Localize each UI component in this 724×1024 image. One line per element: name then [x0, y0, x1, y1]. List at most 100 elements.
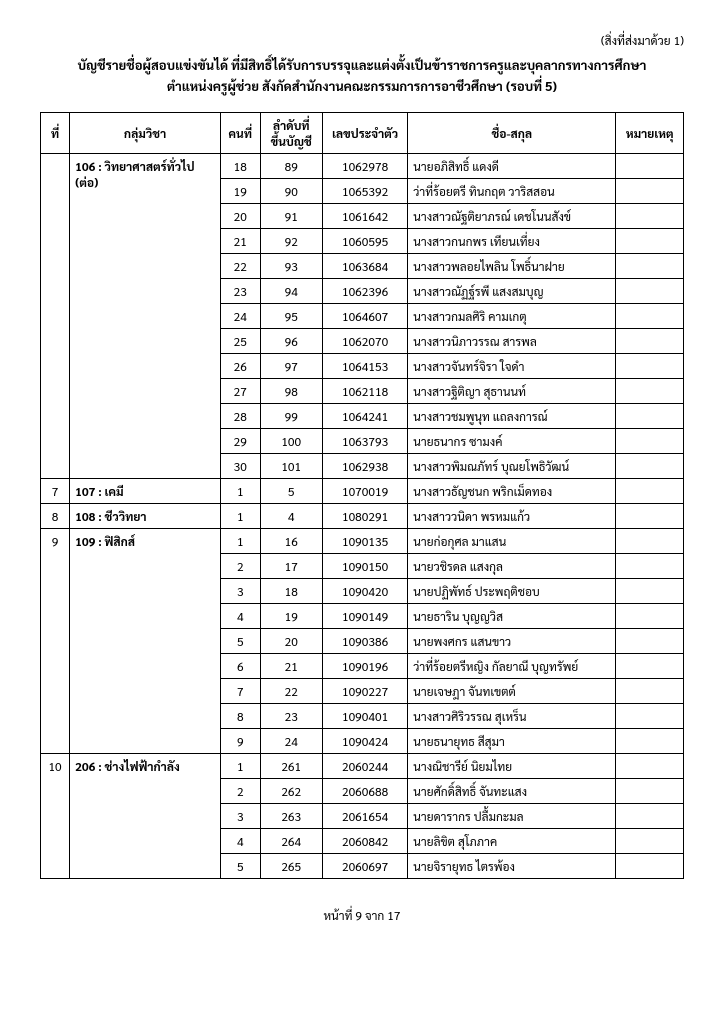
col-name: ชื่อ-สกุล [408, 112, 616, 153]
cell-rank: 4 [260, 503, 322, 528]
cell-rank: 264 [260, 828, 322, 853]
cell-n: 2 [220, 553, 260, 578]
cell-id: 1090227 [322, 678, 407, 703]
table-row: 106 : วิทยาศาสตร์ทั่วไป(ต่อ)18891062978น… [41, 153, 684, 178]
cell-name: นายธาริน บุญญวิส [408, 603, 616, 628]
cell-name: นางสาววนิดา พรหมแก้ว [408, 503, 616, 528]
cell-note [616, 278, 684, 303]
cell-rank: 95 [260, 303, 322, 328]
cell-n: 1 [220, 528, 260, 553]
cell-note [616, 778, 684, 803]
cell-n: 5 [220, 853, 260, 878]
cell-rank: 22 [260, 678, 322, 703]
col-note: หมายเหตุ [616, 112, 684, 153]
cell-id: 1063793 [322, 428, 407, 453]
cell-id: 1062396 [322, 278, 407, 303]
cell-id: 1090401 [322, 703, 407, 728]
page-footer: หน้าที่ 9 จาก 17 [40, 907, 684, 923]
cell-id: 1064241 [322, 403, 407, 428]
cell-id: 2061654 [322, 803, 407, 828]
cell-name: นางสาวนิภาวรรณ สารพล [408, 328, 616, 353]
cell-n: 4 [220, 828, 260, 853]
cell-id: 1080291 [322, 503, 407, 528]
cell-n: 22 [220, 253, 260, 278]
cell-id: 1090196 [322, 653, 407, 678]
group-index: 10 [41, 753, 70, 878]
cell-note [616, 703, 684, 728]
cell-n: 8 [220, 703, 260, 728]
group-index: 7 [41, 478, 70, 503]
cell-id: 1063684 [322, 253, 407, 278]
cell-rank: 89 [260, 153, 322, 178]
cell-n: 19 [220, 178, 260, 203]
cell-rank: 5 [260, 478, 322, 503]
cell-note [616, 453, 684, 478]
group-index [41, 153, 70, 478]
cell-name: ว่าที่ร้อยตรี ทินกฤต วาริสสอน [408, 178, 616, 203]
cell-note [616, 803, 684, 828]
title-line-2: ตำแหน่งครูผู้ช่วย สังกัดสำนักงานคณะกรรมก… [40, 77, 684, 98]
cell-name: นางสาวณัฐติยาภรณ์ เดชโนนสังข์ [408, 203, 616, 228]
cell-rank: 96 [260, 328, 322, 353]
cell-note [616, 153, 684, 178]
cell-rank: 18 [260, 578, 322, 603]
cell-note [616, 403, 684, 428]
cell-rank: 17 [260, 553, 322, 578]
cell-rank: 90 [260, 178, 322, 203]
cell-rank: 92 [260, 228, 322, 253]
cell-n: 1 [220, 503, 260, 528]
cell-rank: 261 [260, 753, 322, 778]
group-index: 9 [41, 528, 70, 753]
cell-rank: 262 [260, 778, 322, 803]
cell-note [616, 628, 684, 653]
cell-id: 1090135 [322, 528, 407, 553]
cell-note [616, 828, 684, 853]
cell-note [616, 553, 684, 578]
cell-rank: 265 [260, 853, 322, 878]
cell-name: นางสาวจันทร์จิรา ใจดำ [408, 353, 616, 378]
cell-rank: 20 [260, 628, 322, 653]
cell-note [616, 378, 684, 403]
cell-id: 1065392 [322, 178, 407, 203]
cell-note [616, 753, 684, 778]
col-group: กลุ่มวิชา [70, 112, 221, 153]
cell-id: 1064153 [322, 353, 407, 378]
cell-rank: 94 [260, 278, 322, 303]
cell-id: 1090150 [322, 553, 407, 578]
cell-n: 5 [220, 628, 260, 653]
cell-name: นายจิรายุทธ ไตรพ้อง [408, 853, 616, 878]
cell-n: 29 [220, 428, 260, 453]
cell-name: นางสาวชมพูนุท แถลงการณ์ [408, 403, 616, 428]
group-label: 206 : ช่างไฟฟ้ากำลัง [70, 753, 221, 878]
group-label: 107 : เคมี [70, 478, 221, 503]
cell-id: 1062118 [322, 378, 407, 403]
cell-name: นายพงศกร แสนขาว [408, 628, 616, 653]
cell-rank: 16 [260, 528, 322, 553]
cell-rank: 93 [260, 253, 322, 278]
cell-name: นางสาวฐิติญา สุธานนท์ [408, 378, 616, 403]
cell-note [616, 228, 684, 253]
cell-rank: 19 [260, 603, 322, 628]
cell-n: 23 [220, 278, 260, 303]
group-index: 8 [41, 503, 70, 528]
cell-name: นางสาวกนกพร เทียนเที่ยง [408, 228, 616, 253]
page-title: บัญชีรายชื่อผู้สอบแข่งขันได้ ที่มีสิทธิ์… [40, 56, 684, 98]
col-id: เลขประจำตัว [322, 112, 407, 153]
attachment-label: (สิ่งที่ส่งมาด้วย 1) [40, 32, 684, 48]
cell-rank: 263 [260, 803, 322, 828]
cell-name: นายก่อกุศล มาแสน [408, 528, 616, 553]
cell-name: นางสาวธัญชนก พริกเม็ดทอง [408, 478, 616, 503]
cell-name: นางสาวพลอยไพลิน โพธิ์นาฝาย [408, 253, 616, 278]
cell-id: 1090386 [322, 628, 407, 653]
cell-n: 21 [220, 228, 260, 253]
cell-name: นางสาวณัฏฐ์รพี แสงสมบุญ [408, 278, 616, 303]
cell-rank: 21 [260, 653, 322, 678]
cell-note [616, 678, 684, 703]
table-row: 8108 : ชีววิทยา141080291นางสาววนิดา พรหม… [41, 503, 684, 528]
cell-name: นางสาวศิริวรรณ สุเหร็น [408, 703, 616, 728]
table-row: 10206 : ช่างไฟฟ้ากำลัง12612060244นางณิชา… [41, 753, 684, 778]
cell-n: 27 [220, 378, 260, 403]
table-header-row: ที่ กลุ่มวิชา คนที่ ลำดับที่ขึ้นบัญชี เล… [41, 112, 684, 153]
cell-id: 1064607 [322, 303, 407, 328]
cell-name: นายธนายุทธ สีสุมา [408, 728, 616, 753]
